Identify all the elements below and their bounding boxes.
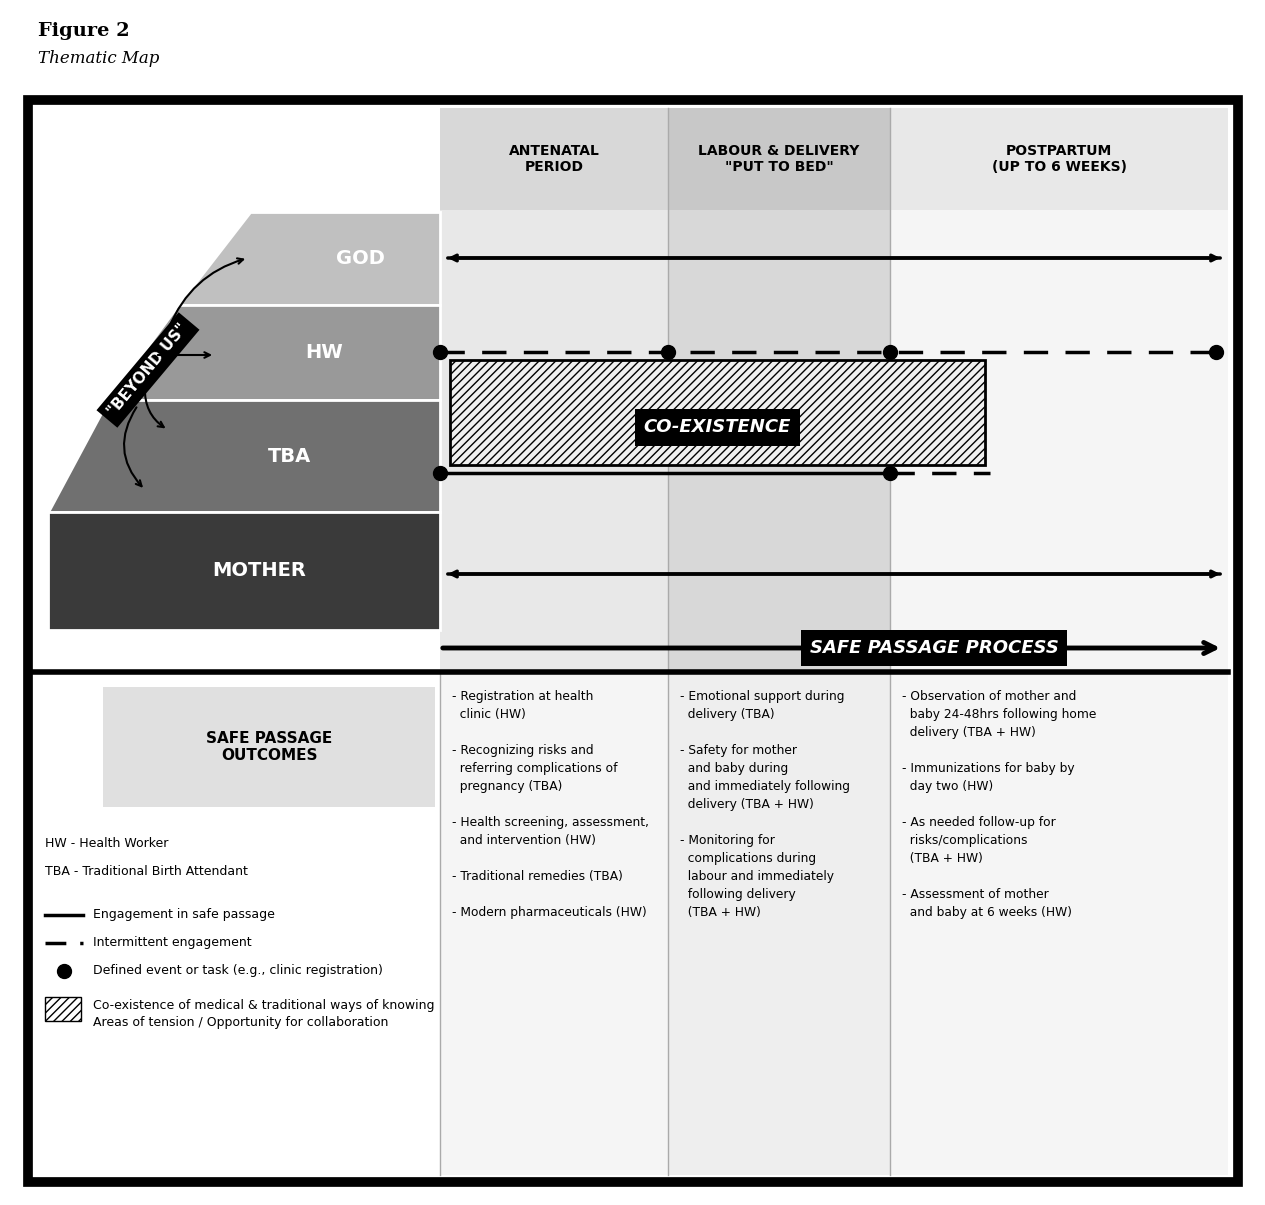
Text: Defined event or task (e.g., clinic registration): Defined event or task (e.g., clinic regi… [94, 964, 383, 977]
Bar [46, 997, 81, 1021]
Text: HW - Health Worker: HW - Health Worker [46, 837, 168, 850]
Bar [891, 672, 1228, 1175]
Bar [668, 108, 891, 210]
Text: MOTHER: MOTHER [213, 562, 306, 581]
Bar [668, 672, 891, 1175]
Polygon shape [48, 400, 440, 512]
Bar [891, 210, 1228, 672]
Text: - Registration at health
  clinic (HW)

- Recognizing risks and
  referring comp: - Registration at health clinic (HW) - R… [452, 690, 649, 919]
Text: Engagement in safe passage: Engagement in safe passage [94, 909, 275, 921]
Bar [891, 108, 1228, 210]
Text: LABOUR & DELIVERY
"PUT TO BED": LABOUR & DELIVERY "PUT TO BED" [698, 143, 860, 174]
Text: "BEYOND US": "BEYOND US" [105, 321, 191, 419]
Polygon shape [48, 512, 440, 630]
Text: TBA - Traditional Birth Attendant: TBA - Traditional Birth Attendant [46, 865, 248, 878]
Text: Figure 2: Figure 2 [38, 22, 129, 40]
Polygon shape [108, 305, 440, 400]
Text: CO-EXISTENCE: CO-EXISTENCE [644, 418, 791, 436]
Text: SAFE PASSAGE PROCESS: SAFE PASSAGE PROCESS [810, 639, 1059, 657]
Text: POSTPARTUM
(UP TO 6 WEEKS): POSTPARTUM (UP TO 6 WEEKS) [992, 143, 1127, 174]
Text: SAFE PASSAGE
OUTCOMES: SAFE PASSAGE OUTCOMES [206, 730, 333, 763]
Bar [450, 360, 985, 465]
Text: Co-existence of medical & traditional ways of knowing
Areas of tension / Opportu: Co-existence of medical & traditional wa… [94, 999, 434, 1029]
Bar [440, 672, 668, 1175]
Text: GOD: GOD [335, 249, 385, 268]
Bar [102, 687, 435, 807]
Text: ANTENATAL
PERIOD: ANTENATAL PERIOD [509, 143, 600, 174]
Bar [28, 100, 1238, 1182]
Polygon shape [178, 212, 440, 305]
Text: Intermittent engagement: Intermittent engagement [94, 936, 252, 950]
Text: Thematic Map: Thematic Map [38, 49, 159, 67]
Text: - Emotional support during
  delivery (TBA)

- Safety for mother
  and baby duri: - Emotional support during delivery (TBA… [681, 690, 850, 919]
Bar [440, 210, 668, 672]
Text: TBA: TBA [267, 447, 311, 465]
Text: HW: HW [305, 343, 343, 362]
Bar [668, 210, 891, 672]
Bar [440, 108, 668, 210]
Text: - Observation of mother and
  baby 24-48hrs following home
  delivery (TBA + HW): - Observation of mother and baby 24-48hr… [902, 690, 1097, 919]
